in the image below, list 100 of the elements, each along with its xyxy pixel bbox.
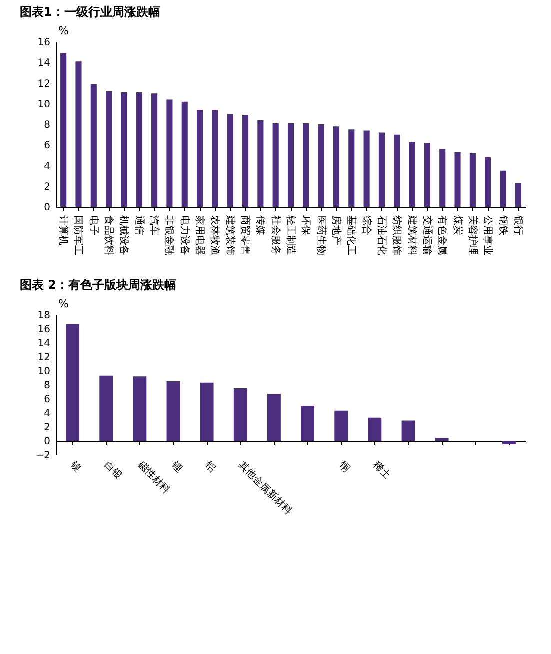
bar — [364, 130, 370, 207]
bar — [100, 376, 114, 441]
x-tick-label: 电子 — [88, 216, 100, 236]
x-tick-label: 建筑材料 — [406, 214, 418, 256]
bar — [182, 102, 188, 207]
bar — [258, 120, 264, 207]
y-tick-label: 4 — [44, 161, 50, 172]
y-tick-label: 0 — [44, 436, 50, 448]
bar — [242, 115, 249, 207]
x-tick-label: 铝 — [202, 459, 218, 475]
x-tick-label: 白银 — [102, 459, 125, 482]
x-tick-label: 房地产 — [330, 216, 342, 246]
x-tick-label: 通信 — [133, 216, 146, 236]
y-tick-label: 12 — [38, 352, 50, 364]
bar — [368, 418, 382, 441]
y-tick-label: 2 — [44, 422, 50, 434]
x-tick-label: 国防军工 — [72, 216, 85, 256]
y-axis-title: % — [58, 24, 69, 38]
x-tick-label: 公用事业 — [482, 216, 494, 256]
bar — [485, 158, 492, 207]
x-tick-label: 纺织服饰 — [391, 216, 404, 256]
bar — [234, 388, 248, 441]
x-tick-label: 钢铁 — [497, 214, 510, 236]
x-tick-label: 石油石化 — [376, 216, 388, 256]
bar — [348, 130, 355, 207]
x-tick-label: 有色金属 — [436, 216, 449, 256]
bar — [303, 123, 310, 207]
bar — [470, 153, 476, 207]
bar — [333, 126, 340, 207]
x-tick-label: 其他金属新材料 — [236, 459, 294, 518]
y-tick-label: 14 — [38, 58, 50, 70]
bar — [440, 149, 446, 207]
x-tick-label: 基础化工 — [346, 216, 358, 256]
x-tick-label: 稀土 — [370, 459, 394, 482]
bar — [288, 123, 294, 207]
y-tick-label: 6 — [44, 394, 50, 406]
x-tick-label: 社会服务 — [270, 216, 282, 256]
bar — [133, 376, 147, 441]
y-tick-label: 8 — [44, 120, 50, 131]
bar — [272, 123, 279, 207]
x-tick-label: 煤炭 — [452, 216, 464, 236]
bar — [402, 420, 416, 441]
bar — [166, 382, 180, 441]
y-tick-label: 16 — [38, 324, 50, 336]
x-tick-label: 铜 — [336, 459, 352, 475]
x-tick-label: 镍 — [68, 458, 84, 475]
x-tick-label: 家用电器 — [194, 216, 206, 256]
y-tick-label: −2 — [36, 450, 50, 462]
bar — [227, 114, 234, 207]
x-tick-label: 环保 — [300, 216, 312, 236]
y-tick-label: 6 — [44, 140, 50, 152]
x-tick-label: 综合 — [360, 216, 373, 236]
chart-title: 图表 2：有色子版块周涨跌幅 — [20, 278, 177, 292]
bar — [502, 441, 516, 444]
bar — [90, 84, 97, 207]
bar — [454, 152, 461, 207]
bar — [136, 92, 142, 207]
bar — [394, 134, 400, 207]
y-tick-label: 8 — [44, 380, 50, 392]
x-tick-label: 美容护理 — [466, 216, 479, 256]
bar — [76, 62, 82, 207]
x-tick-label: 医药生物 — [315, 216, 328, 256]
y-tick-label: 14 — [38, 338, 50, 350]
bar — [268, 394, 281, 441]
bar — [106, 92, 112, 207]
y-tick-label: 10 — [38, 99, 50, 110]
y-tick-label: 12 — [38, 78, 50, 90]
bar — [166, 100, 173, 207]
y-axis-title: % — [58, 298, 69, 310]
bar — [435, 438, 449, 441]
bar — [152, 94, 158, 207]
x-tick-label: 商贸零售 — [240, 216, 252, 256]
y-tick-label: 10 — [38, 366, 50, 378]
x-tick-label: 食品饮料 — [103, 216, 116, 256]
y-tick-label: 2 — [44, 182, 50, 193]
bar — [318, 124, 324, 207]
bar — [212, 110, 218, 207]
bar — [378, 132, 385, 207]
bar — [200, 382, 214, 441]
y-tick-label: 16 — [38, 38, 50, 48]
y-tick-label: 4 — [44, 408, 50, 420]
bar — [60, 53, 67, 207]
x-tick-label: 交通运输 — [421, 216, 434, 256]
chart-title: 图表1：一级行业周涨跌幅 — [20, 5, 160, 19]
x-tick-label: 轻工制造 — [285, 216, 297, 256]
x-tick-label: 银行 — [512, 214, 524, 236]
y-tick-label: 18 — [38, 310, 50, 322]
x-tick-label: 机械设备 — [118, 216, 130, 256]
bar — [301, 406, 314, 441]
x-tick-label: 汽车 — [148, 216, 161, 236]
bar — [66, 324, 80, 441]
bar — [121, 92, 128, 207]
bar — [197, 110, 204, 207]
bar — [409, 142, 416, 207]
x-tick-label: 计算机 — [58, 216, 70, 246]
bar — [334, 410, 348, 441]
x-tick-label: 非银金融 — [164, 216, 176, 256]
x-tick-label: 电力设备 — [178, 216, 191, 256]
y-tick-label: 0 — [44, 202, 50, 214]
bar — [424, 143, 430, 207]
